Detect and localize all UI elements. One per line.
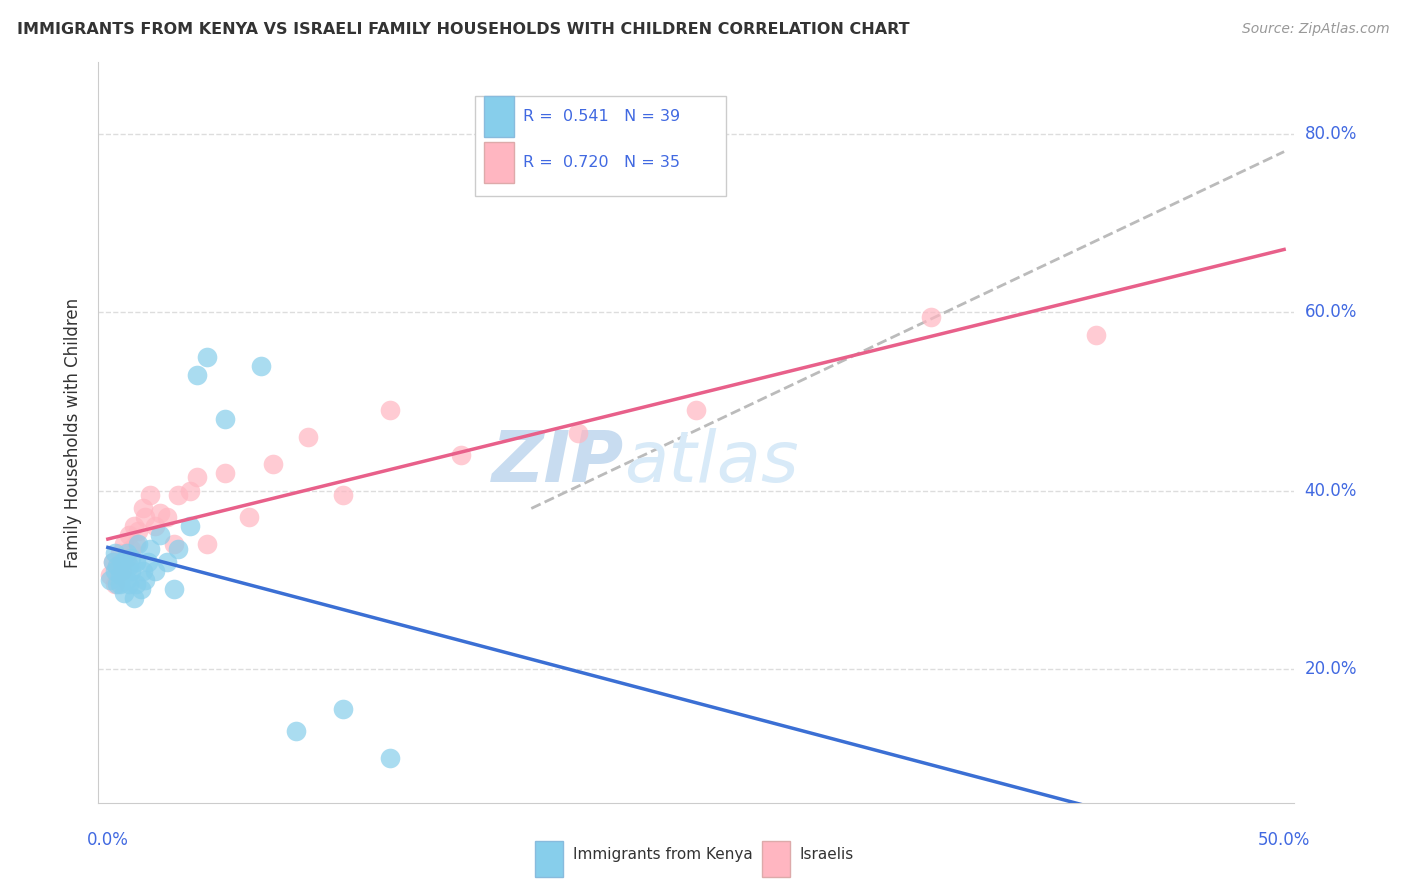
Text: 60.0%: 60.0% bbox=[1305, 303, 1357, 321]
Text: Immigrants from Kenya: Immigrants from Kenya bbox=[572, 847, 752, 863]
Point bbox=[214, 466, 236, 480]
Point bbox=[125, 537, 148, 551]
Text: 50.0%: 50.0% bbox=[1258, 830, 1310, 848]
Point bbox=[105, 559, 128, 574]
FancyBboxPatch shape bbox=[485, 142, 515, 183]
Point bbox=[214, 412, 236, 426]
Point bbox=[104, 546, 127, 560]
Point bbox=[98, 568, 121, 582]
FancyBboxPatch shape bbox=[762, 841, 790, 877]
Point bbox=[156, 510, 179, 524]
Point bbox=[101, 555, 124, 569]
Point bbox=[125, 577, 148, 591]
Point bbox=[115, 573, 138, 587]
Point bbox=[156, 555, 179, 569]
Point bbox=[122, 519, 145, 533]
Point bbox=[132, 501, 155, 516]
Point bbox=[111, 555, 134, 569]
Point bbox=[98, 573, 121, 587]
Point bbox=[120, 541, 142, 556]
Point bbox=[195, 350, 218, 364]
Point bbox=[108, 577, 131, 591]
Point bbox=[139, 488, 162, 502]
Point bbox=[262, 457, 284, 471]
Text: 80.0%: 80.0% bbox=[1305, 125, 1357, 143]
Point bbox=[132, 564, 155, 578]
Point bbox=[1084, 327, 1107, 342]
Point bbox=[163, 582, 186, 596]
Point bbox=[118, 559, 141, 574]
Point bbox=[179, 519, 201, 533]
Point bbox=[249, 359, 271, 373]
Text: IMMIGRANTS FROM KENYA VS ISRAELI FAMILY HOUSEHOLDS WITH CHILDREN CORRELATION CHA: IMMIGRANTS FROM KENYA VS ISRAELI FAMILY … bbox=[17, 22, 910, 37]
Point bbox=[111, 564, 134, 578]
Point bbox=[134, 510, 156, 524]
Point bbox=[149, 506, 172, 520]
Y-axis label: Family Households with Children: Family Households with Children bbox=[65, 298, 83, 567]
Point bbox=[129, 582, 152, 596]
Point bbox=[186, 368, 208, 382]
Point bbox=[112, 564, 135, 578]
Point bbox=[167, 488, 190, 502]
Point bbox=[143, 519, 166, 533]
Point bbox=[139, 541, 162, 556]
Point bbox=[115, 550, 138, 565]
Point bbox=[127, 524, 149, 538]
Text: 0.0%: 0.0% bbox=[87, 830, 129, 848]
Point bbox=[332, 702, 354, 716]
Point bbox=[120, 564, 142, 578]
Text: R =  0.720   N = 35: R = 0.720 N = 35 bbox=[523, 155, 679, 169]
Text: Source: ZipAtlas.com: Source: ZipAtlas.com bbox=[1241, 22, 1389, 37]
Point bbox=[297, 430, 319, 444]
Point bbox=[101, 555, 124, 569]
Point bbox=[108, 546, 131, 560]
Point bbox=[285, 724, 308, 739]
Point bbox=[136, 555, 159, 569]
Point bbox=[134, 573, 156, 587]
Point bbox=[685, 403, 707, 417]
FancyBboxPatch shape bbox=[485, 96, 515, 136]
Point bbox=[195, 537, 218, 551]
Text: R =  0.541   N = 39: R = 0.541 N = 39 bbox=[523, 109, 681, 124]
Point bbox=[378, 751, 401, 765]
Point bbox=[179, 483, 201, 498]
Point bbox=[149, 528, 172, 542]
Text: 40.0%: 40.0% bbox=[1305, 482, 1357, 500]
Point bbox=[104, 577, 127, 591]
Point bbox=[105, 559, 128, 574]
FancyBboxPatch shape bbox=[475, 95, 725, 195]
Point bbox=[378, 403, 401, 417]
Point bbox=[143, 564, 166, 578]
FancyBboxPatch shape bbox=[534, 841, 564, 877]
Point bbox=[118, 528, 141, 542]
Point bbox=[122, 591, 145, 605]
Text: ZIP: ZIP bbox=[492, 428, 624, 497]
Point bbox=[108, 568, 131, 582]
Text: 20.0%: 20.0% bbox=[1305, 660, 1357, 678]
Text: Israelis: Israelis bbox=[800, 847, 855, 863]
Point bbox=[567, 425, 589, 440]
Point bbox=[186, 470, 208, 484]
Text: atlas: atlas bbox=[624, 428, 799, 497]
Point bbox=[450, 448, 472, 462]
Point bbox=[332, 488, 354, 502]
Point bbox=[120, 550, 142, 565]
Point bbox=[163, 537, 186, 551]
Point bbox=[920, 310, 942, 324]
Point bbox=[125, 555, 148, 569]
Point bbox=[112, 586, 135, 600]
Point bbox=[115, 546, 138, 560]
Point bbox=[127, 537, 149, 551]
Point bbox=[238, 510, 260, 524]
Point bbox=[104, 564, 127, 578]
Point bbox=[118, 577, 141, 591]
Point bbox=[105, 577, 128, 591]
Point bbox=[167, 541, 190, 556]
Point bbox=[112, 537, 135, 551]
